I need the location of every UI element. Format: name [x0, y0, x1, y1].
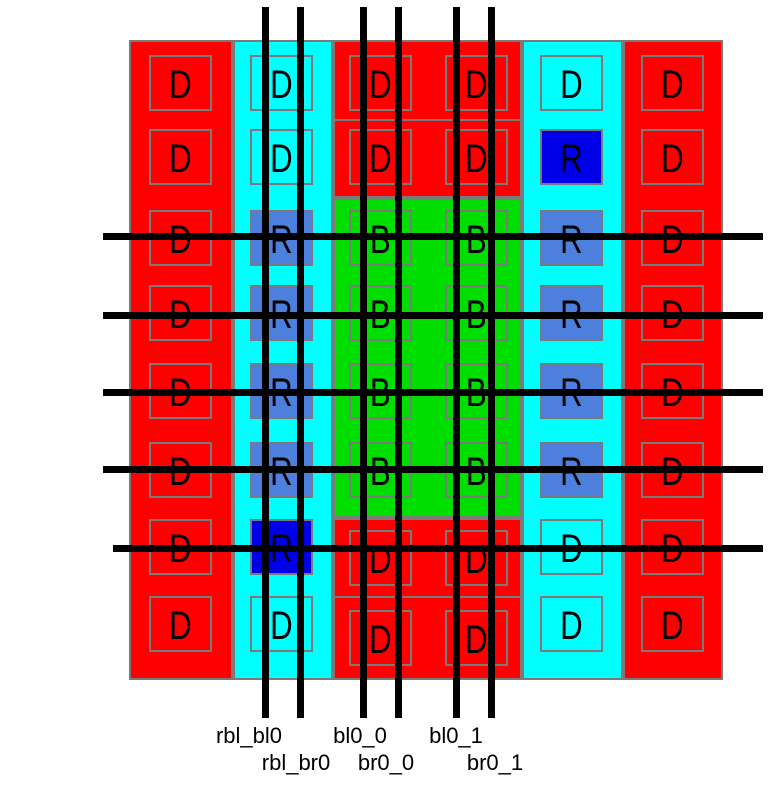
bitline-label-bl0_0: bl0_0 [333, 723, 387, 748]
cell-letter: D [560, 62, 583, 107]
cell-letter: D [369, 537, 392, 582]
bitline-rbl_br0 [297, 7, 304, 718]
dummy-cell: D [540, 55, 603, 111]
wordline-wl0_3 [103, 233, 763, 240]
dummy-cell: D [349, 610, 412, 666]
cell-letter: D [661, 136, 684, 181]
wordline-wl0_0 [103, 466, 763, 473]
cell-letter: D [661, 603, 684, 648]
bitline-br0_1 [488, 7, 495, 718]
bitline-label-rbl_br0: rbl_br0 [261, 750, 331, 775]
wordline-rbl_wl0 [113, 545, 763, 552]
dummy-cell: D [349, 55, 412, 111]
dummy-cell: D [445, 610, 508, 666]
dummy-cell: D [641, 55, 704, 111]
cell-letter: D [465, 136, 488, 181]
dummy-cell: D [250, 55, 313, 111]
bitline-label-rbl_bl0: rbl_bl0 [215, 723, 283, 748]
bitline-br0_0 [395, 7, 402, 718]
cell-letter: D [270, 136, 293, 181]
cell-letter: D [465, 537, 488, 582]
dummy-cell: D [149, 55, 212, 111]
cell-letter: D [661, 62, 684, 107]
dummy-cell: D [349, 530, 412, 586]
cell-letter: R [560, 136, 583, 181]
replica-cell: R [540, 129, 603, 185]
wordline-wl0_2 [103, 312, 763, 319]
cell-letter: D [465, 617, 488, 662]
cell-letter: D [369, 62, 392, 107]
dummy-cell: D [540, 596, 603, 652]
cell-letter: D [169, 62, 192, 107]
dummy-cell: D [641, 129, 704, 185]
cell-letter: D [465, 62, 488, 107]
wordline-wl0_1 [103, 389, 763, 396]
dummy-row-divider [333, 119, 522, 121]
cell-letter: D [270, 62, 293, 107]
dummy-cell: D [641, 596, 704, 652]
bitline-bl0_0 [360, 7, 367, 718]
cell-letter: D [369, 617, 392, 662]
bitline-bl0_1 [453, 7, 460, 718]
region-right-dummy-column [623, 40, 723, 680]
cell-letter: D [369, 136, 392, 181]
dummy-cell: D [445, 129, 508, 185]
bitline-label-br0_1: br0_1 [466, 750, 524, 775]
bitline-label-bl0_1: bl0_1 [429, 723, 483, 748]
cell-letter: D [169, 136, 192, 181]
dummy-cell: D [149, 596, 212, 652]
bitline-rbl_bl0 [262, 7, 269, 718]
dummy-cell: D [250, 129, 313, 185]
dummy-cell: D [349, 129, 412, 185]
dummy-cell: D [445, 55, 508, 111]
bitline-label-br0_0: br0_0 [357, 750, 415, 775]
dummy-cell: D [250, 596, 313, 652]
dummy-cell: D [149, 129, 212, 185]
cell-letter: D [560, 603, 583, 648]
dummy-row-divider [333, 596, 522, 598]
cell-letter: D [270, 603, 293, 648]
cell-letter: D [169, 603, 192, 648]
